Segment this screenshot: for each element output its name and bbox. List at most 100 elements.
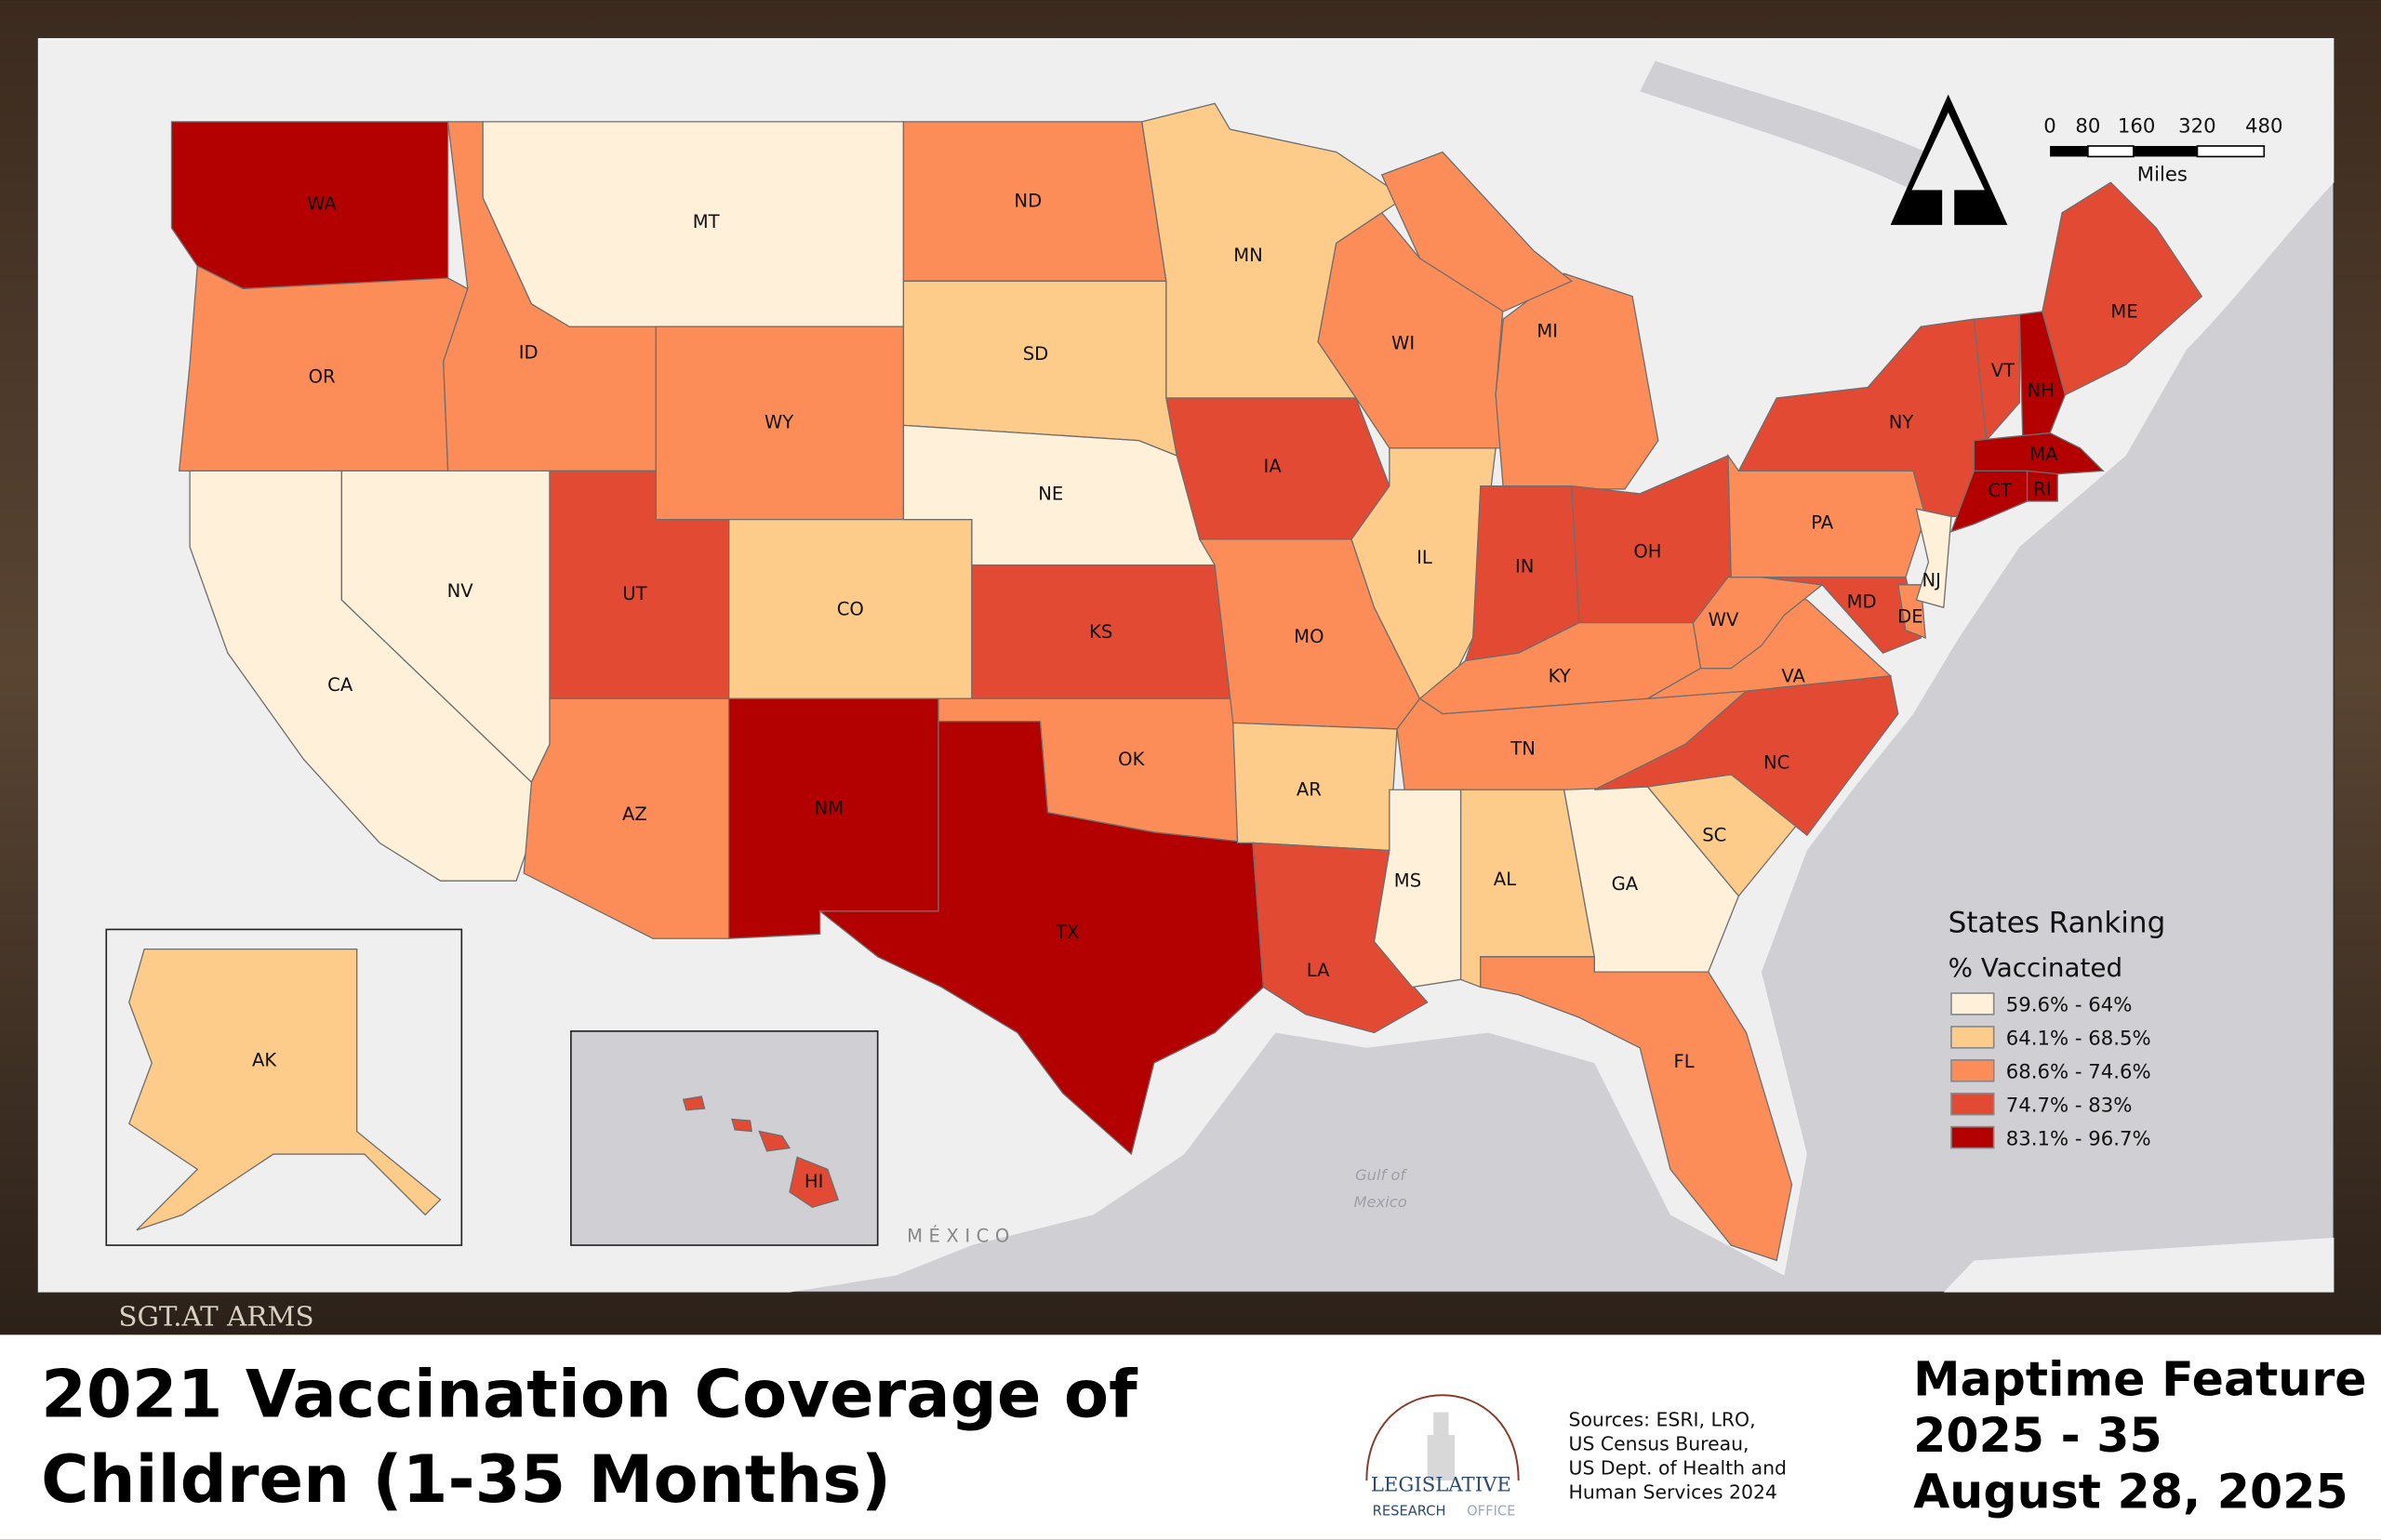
map-title-line2: Children (1-35 Months): [41, 1441, 891, 1518]
legend-subtitle: % Vaccinated: [1949, 952, 2122, 983]
state-shape[interactable]: [682, 1095, 706, 1111]
state-label: CA: [327, 674, 353, 696]
state-label: ME: [2110, 300, 2137, 322]
state-label: NE: [1038, 483, 1063, 504]
state-shape[interactable]: [2026, 470, 2058, 502]
state-label: IA: [1264, 456, 1283, 477]
legend-title: States Ranking: [1949, 907, 2166, 940]
background-sign: SGT.AT ARMS: [118, 1301, 313, 1333]
state-nh[interactable]: [2018, 311, 2067, 437]
state-label: DE: [1897, 606, 1922, 628]
state-label: MO: [1294, 626, 1324, 647]
legend-swatch: [1950, 1125, 1995, 1149]
state-label: UT: [622, 583, 647, 604]
sources-text: Human Services 2024: [1569, 1481, 1777, 1504]
legend-label: 64.1% - 68.5%: [2006, 1028, 2151, 1051]
states-layer: [170, 102, 2203, 1262]
scale-tick: 320: [2178, 114, 2216, 138]
scale-tick: 0: [2043, 114, 2056, 138]
state-shape[interactable]: [1949, 470, 2029, 533]
logo-text: RESEARCH: [1373, 1504, 1446, 1520]
state-shape[interactable]: [127, 949, 442, 1231]
state-label: WA: [307, 193, 337, 215]
state-shape[interactable]: [1761, 577, 1922, 655]
feature-number: 2025 - 35: [1913, 1408, 2162, 1463]
legend: States Ranking % Vaccinated 59.6% - 64% 6…: [1949, 907, 2166, 1151]
state-fl[interactable]: [1480, 956, 1793, 1262]
state-label: CT: [1988, 480, 2013, 501]
bottom-panel: [0, 1334, 2381, 1540]
state-nc[interactable]: [1593, 675, 1899, 837]
state-shape[interactable]: [1317, 211, 1505, 449]
state-label: TN: [1510, 738, 1536, 760]
state-mi[interactable]: [1380, 151, 1659, 490]
state-label: TX: [1055, 922, 1079, 943]
gulf-label: Gulf of: [1355, 1166, 1407, 1184]
legend-swatch: [1950, 992, 1995, 1016]
state-label: KY: [1549, 665, 1571, 686]
legend-label: 68.6% - 74.6%: [2006, 1060, 2151, 1083]
state-shape[interactable]: [789, 1156, 840, 1208]
state-label: ID: [519, 342, 539, 364]
state-hi[interactable]: [682, 1095, 840, 1208]
scale-tick: 480: [2245, 114, 2283, 138]
state-ak[interactable]: [127, 949, 442, 1231]
state-me[interactable]: [2042, 181, 2203, 396]
state-shape[interactable]: [1480, 956, 1793, 1262]
state-shape[interactable]: [2042, 181, 2203, 396]
state-label: NH: [2028, 379, 2055, 401]
state-ct[interactable]: [1949, 470, 2029, 533]
logo-text: LEGISLATIVE: [1371, 1474, 1511, 1497]
state-label: MA: [2029, 444, 2058, 465]
state-label: SD: [1023, 343, 1049, 365]
inset-states: [127, 949, 840, 1231]
state-label: AZ: [622, 803, 647, 825]
state-nj[interactable]: [1915, 508, 1952, 609]
state-label: NM: [815, 797, 845, 818]
legend-swatch: [1950, 1092, 1995, 1116]
state-label: WI: [1391, 333, 1415, 354]
map-title: 2021 Vaccination Coverage of: [41, 1357, 1138, 1433]
north-arrow-icon: [1890, 94, 2008, 229]
state-ri[interactable]: [2026, 470, 2058, 502]
logo-text: OFFICE: [1467, 1504, 1515, 1520]
state-label: HI: [805, 1171, 824, 1192]
state-label: IL: [1417, 547, 1432, 568]
state-label: PA: [1811, 511, 1834, 533]
state-label: WV: [1709, 609, 1739, 631]
state-shape[interactable]: [2018, 311, 2067, 437]
state-vt[interactable]: [1973, 313, 2021, 443]
gulf-label-2: Mexico: [1353, 1193, 1406, 1211]
hawaii-inset: [570, 1030, 879, 1246]
state-label: RI: [2033, 478, 2051, 499]
sources-text: US Census Bureau,: [1569, 1432, 1749, 1454]
mexico-label: MÉXICO: [907, 1226, 1016, 1247]
state-label: GA: [1612, 873, 1639, 895]
state-label: NC: [1763, 751, 1789, 773]
legend-label: 83.1% - 96.7%: [2006, 1127, 2151, 1150]
state-shape[interactable]: [731, 1118, 752, 1133]
state-label: MN: [1233, 245, 1263, 266]
state-label: KS: [1089, 621, 1112, 643]
legend-swatch: [1950, 1026, 1995, 1049]
legend-swatch: [1950, 1059, 1995, 1082]
state-tx[interactable]: [818, 721, 1265, 1156]
state-shape[interactable]: [1495, 272, 1659, 490]
state-shape[interactable]: [1973, 313, 2021, 443]
state-label: CO: [837, 598, 864, 619]
state-label: OR: [309, 366, 336, 388]
state-shape[interactable]: [1593, 675, 1899, 837]
state-label: ND: [1014, 190, 1042, 211]
scale-unit: Miles: [2137, 164, 2188, 187]
state-shape[interactable]: [1380, 151, 1574, 312]
scale-bar: 0 80 160 320 480 Miles: [2043, 114, 2282, 186]
legend-label: 74.7% - 83%: [2006, 1094, 2133, 1117]
state-shape[interactable]: [758, 1130, 791, 1152]
state-label: FL: [1674, 1051, 1695, 1072]
state-md[interactable]: [1761, 577, 1922, 655]
state-labels: WA OR CA NV ID MT WY UT CO AZ NM ND SD NE KS OK TX MN IA MO…: [252, 190, 2138, 1192]
state-shape[interactable]: [1915, 508, 1952, 609]
state-wi[interactable]: [1317, 211, 1505, 449]
state-shape[interactable]: [818, 721, 1265, 1156]
